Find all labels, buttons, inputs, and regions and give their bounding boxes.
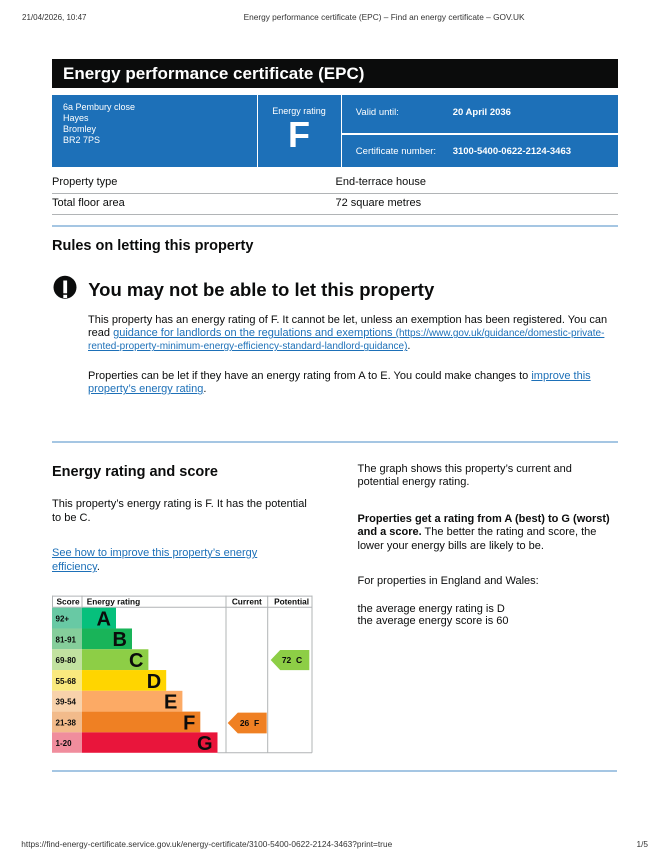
- svg-text:69-80: 69-80: [56, 656, 77, 665]
- svg-text:G: G: [197, 733, 213, 754]
- svg-text:E: E: [164, 692, 177, 714]
- svg-text:21-38: 21-38: [56, 718, 77, 727]
- svg-text:Potential: Potential: [274, 597, 309, 607]
- svg-text:26 F: 26 F: [240, 718, 259, 728]
- svg-text:Score: Score: [57, 597, 80, 607]
- svg-text:39-54: 39-54: [56, 698, 77, 707]
- svg-text:Energy rating: Energy rating: [87, 597, 140, 607]
- svg-text:55-68: 55-68: [56, 677, 77, 686]
- svg-text:81-91: 81-91: [56, 635, 77, 644]
- svg-text:72 C: 72 C: [282, 655, 302, 665]
- svg-text:Current: Current: [232, 597, 262, 607]
- svg-text:1-20: 1-20: [56, 739, 73, 748]
- svg-text:C: C: [129, 650, 143, 672]
- svg-text:F: F: [183, 712, 195, 734]
- svg-text:92+: 92+: [56, 615, 70, 624]
- svg-text:B: B: [113, 629, 127, 651]
- svg-text:D: D: [147, 671, 161, 693]
- svg-text:A: A: [97, 609, 111, 631]
